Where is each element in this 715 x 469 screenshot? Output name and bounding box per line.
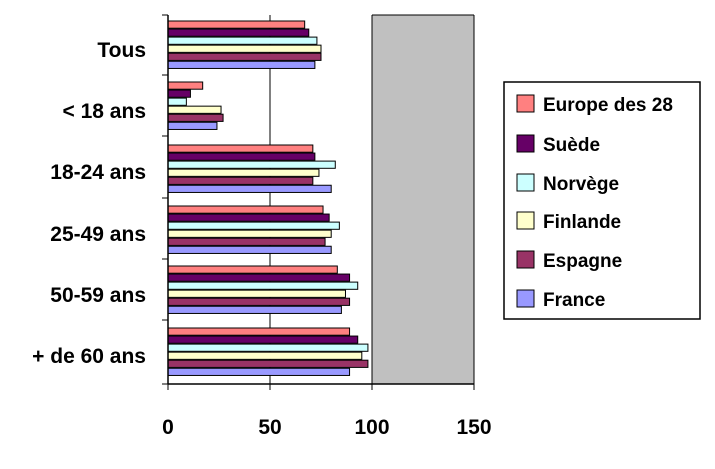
bar-3-cat-2 (167, 97, 187, 106)
legend-label-6: France (543, 290, 605, 311)
bar-4-cat-1 (167, 44, 322, 53)
bar-5-cat-5 (167, 297, 351, 306)
bar-2-cat-6 (167, 335, 359, 344)
bar-5-cat-1 (167, 52, 322, 61)
bar-1-cat-1 (167, 20, 306, 29)
tick-labels: 0 50 100 150 (162, 416, 491, 439)
category-label-4: 25-49 ans (50, 223, 146, 246)
bar-3-cat-5 (167, 281, 359, 290)
plot-area (269, 14, 475, 384)
axes-group (162, 14, 475, 390)
x-tick-label-100: 100 (354, 416, 389, 439)
category-label-3: 18-24 ans (50, 161, 146, 184)
legend-label-3: Norvège (543, 174, 619, 195)
bar-5-cat-3 (167, 176, 314, 185)
bar-2-cat-4 (167, 213, 330, 222)
bar-3-cat-6 (167, 343, 369, 352)
bar-1-cat-5 (167, 265, 338, 274)
bar-6-cat-1 (167, 60, 316, 69)
bar-4-cat-2 (167, 105, 222, 114)
legend-swatch-6 (516, 289, 535, 308)
category-label-2: < 18 ans (63, 100, 146, 123)
legend-label-4: Finlande (543, 212, 621, 233)
bar-2-cat-1 (167, 28, 310, 37)
bar-5-cat-2 (167, 113, 224, 122)
x-tick-label-0: 0 (162, 416, 174, 439)
x-tick-label-150: 150 (456, 416, 491, 439)
bar-1-cat-6 (167, 327, 351, 336)
legend-box (503, 81, 701, 320)
bar-2-cat-2 (167, 89, 191, 98)
bar-4-cat-5 (167, 289, 346, 298)
bar-5-cat-6 (167, 359, 369, 368)
legend-swatch-2 (516, 134, 535, 153)
bar-5-cat-4 (167, 237, 326, 246)
category-label-1: Tous (97, 39, 146, 62)
bars-group (167, 20, 369, 376)
bar-6-cat-4 (167, 245, 332, 254)
legend-label-2: Suède (543, 135, 600, 156)
bar-4-cat-3 (167, 168, 320, 177)
category-label-6: + de 60 ans (32, 345, 146, 368)
legend: Europe des 28 Suède Norvège Finlande Espagne… (503, 81, 701, 320)
bar-6-cat-6 (167, 367, 351, 376)
bar-6-cat-3 (167, 184, 332, 193)
legend-swatch-1 (516, 94, 535, 113)
bar-4-cat-6 (167, 351, 363, 360)
legend-swatch-5 (516, 250, 535, 269)
bar-2-cat-3 (167, 152, 316, 161)
bar-3-cat-3 (167, 160, 336, 169)
bar-4-cat-4 (167, 229, 332, 238)
bar-2-cat-5 (167, 273, 351, 282)
bar-6-cat-5 (167, 305, 342, 314)
category-labels: Tous < 18 ans 18-24 ans 25-49 ans 50-59 ans +… (32, 39, 146, 368)
bar-1-cat-3 (167, 144, 314, 153)
category-label-5: 50-59 ans (50, 284, 146, 307)
bar-3-cat-4 (167, 221, 340, 230)
shaded-background (372, 15, 474, 384)
legend-swatch-4 (516, 211, 535, 230)
bar-1-cat-2 (167, 81, 204, 90)
bar-3-cat-1 (167, 36, 318, 45)
bar-1-cat-4 (167, 205, 324, 214)
x-tick-label-50: 50 (258, 416, 281, 439)
legend-label-1: Europe des 28 (543, 95, 673, 116)
legend-swatch-3 (516, 173, 535, 192)
legend-label-5: Espagne (543, 251, 622, 272)
bar-6-cat-2 (167, 121, 218, 130)
